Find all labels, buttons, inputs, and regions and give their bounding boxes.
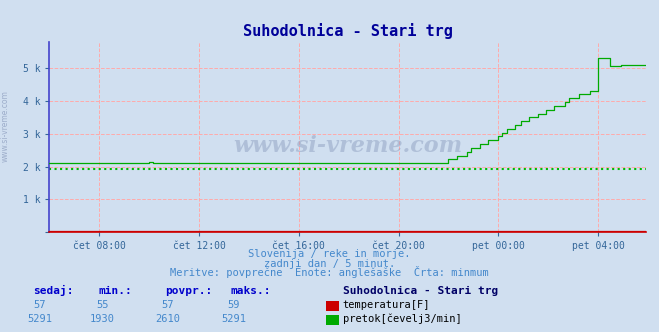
Text: 5291: 5291: [221, 314, 246, 324]
Text: 55: 55: [96, 300, 108, 310]
Text: 57: 57: [162, 300, 174, 310]
Text: 59: 59: [228, 300, 240, 310]
Text: Meritve: povprečne  Enote: anglešaške  Črta: minmum: Meritve: povprečne Enote: anglešaške Črt…: [170, 266, 489, 278]
Text: temperatura[F]: temperatura[F]: [343, 300, 430, 310]
Text: Slovenija / reke in morje.: Slovenija / reke in morje.: [248, 249, 411, 259]
Text: www.si-vreme.com: www.si-vreme.com: [233, 135, 462, 157]
Text: 57: 57: [34, 300, 45, 310]
Text: povpr.:: povpr.:: [165, 286, 212, 296]
Text: 1930: 1930: [90, 314, 115, 324]
Text: min.:: min.:: [99, 286, 132, 296]
Text: www.si-vreme.com: www.si-vreme.com: [1, 90, 10, 162]
Text: sedaj:: sedaj:: [33, 285, 73, 296]
Title: Suhodolnica - Stari trg: Suhodolnica - Stari trg: [243, 23, 453, 39]
Text: zadnji dan / 5 minut.: zadnji dan / 5 minut.: [264, 259, 395, 269]
Text: maks.:: maks.:: [231, 286, 271, 296]
Text: Suhodolnica - Stari trg: Suhodolnica - Stari trg: [343, 286, 498, 296]
Text: 5291: 5291: [27, 314, 52, 324]
Text: 2610: 2610: [156, 314, 181, 324]
Text: pretok[čevelj3/min]: pretok[čevelj3/min]: [343, 313, 461, 324]
